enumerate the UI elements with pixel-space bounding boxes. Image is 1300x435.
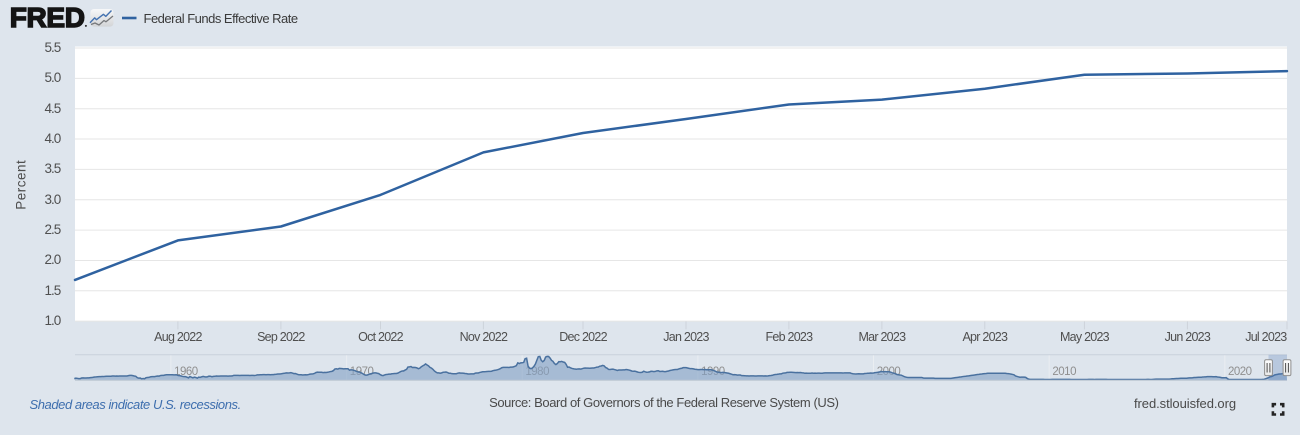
svg-text:2020: 2020 (1228, 366, 1252, 378)
svg-text:2010: 2010 (1052, 366, 1076, 378)
